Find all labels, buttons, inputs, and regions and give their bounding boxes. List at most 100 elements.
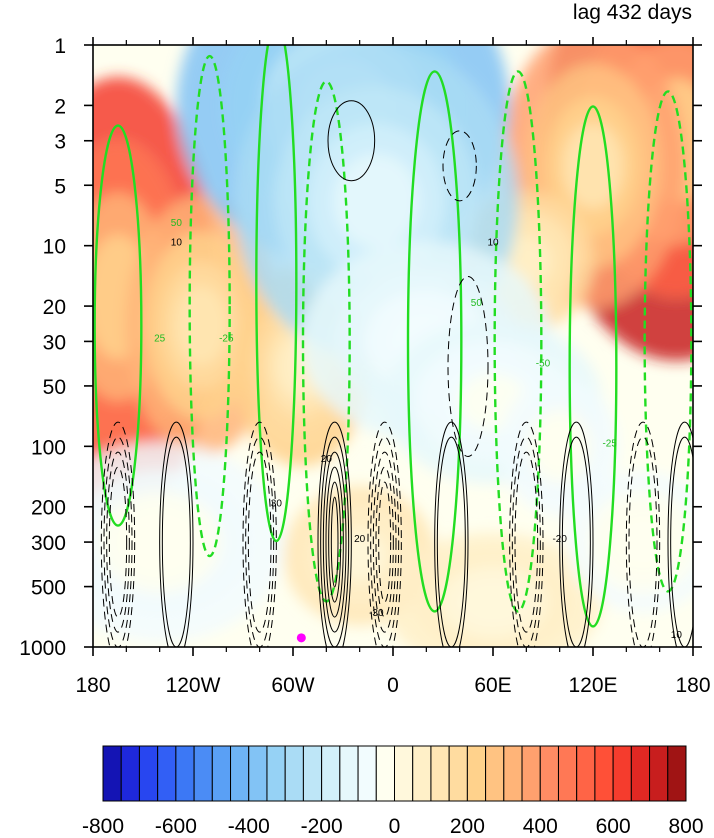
y-tick-label: 1 [54,35,66,58]
colorbar-box [211,745,232,802]
y-tick-label: 3 [54,131,66,154]
contour-label: -50 [536,358,551,369]
colorbar-box [594,745,614,802]
colorbar-box [412,745,432,802]
x-tick-label: 60E [474,674,511,697]
colorbar-box [175,745,195,802]
black-contour [375,466,394,618]
black-contour [436,436,466,647]
black-contour [328,481,342,603]
plot-area: 10 30 20 20 -30 10 -20 10 25 -25 50 50 -50 -25 [93,45,693,647]
green-contour [568,105,618,628]
y-tick-label: 1000 [19,637,66,660]
colorbar-box [120,745,140,802]
x-tick-label: 120E [568,674,617,697]
green-contour [493,70,543,613]
colorbar-box [357,745,377,802]
colorbar-box [485,745,505,802]
colorbar-label: -200 [301,815,343,838]
black-contour [514,451,539,633]
x-tick-label: 180 [75,674,110,697]
shade-blob [616,517,670,568]
black-contour [325,466,344,618]
colorbar-label: -400 [228,815,270,838]
y-tick-label: 2 [54,95,66,118]
x-tick-label: 180 [675,674,710,697]
black-contour [372,451,397,633]
black-contour [667,421,693,647]
x-tick-label: 0 [387,674,399,697]
y-tick-label: 100 [31,436,66,459]
colorbar-box [375,745,395,802]
y-tick-label: 300 [31,532,66,555]
black-contour [370,436,400,647]
contour-label: -25 [219,333,234,344]
colorbar-box [266,745,286,802]
x-axis: 180 120W 60W 0 60E 120E 180 [75,37,711,697]
y-tick-label: 5 [54,175,66,198]
green-contour [643,90,693,593]
colorbar-box [157,745,177,802]
colorbar-label: 600 [596,815,631,838]
black-contour [670,436,693,647]
black-contour [625,421,661,647]
black-contour [320,436,350,647]
shade-blob [562,122,624,209]
contour-label: 10 [671,630,683,641]
black-contour [159,421,194,647]
colorbar-box [466,745,487,802]
colorbar-box [248,745,268,802]
contour-label: -20 [552,534,567,545]
green-contours [93,45,693,628]
green-contour [255,45,298,543]
colorbar-box [521,745,541,802]
shade-blob [537,421,583,472]
black-contour [327,100,376,182]
contour-label: -30 [369,608,384,619]
colorbar [102,745,687,802]
location-marker [296,633,306,643]
y-tick-label: 10 [43,236,66,259]
black-contours [100,100,693,647]
contour-label: 20 [321,454,333,465]
black-contour [559,421,594,647]
black-contour [247,451,272,633]
y-tick-label: 20 [43,296,66,319]
colorbar-box [138,745,159,802]
black-contour [434,421,469,647]
colorbar-label: -600 [155,815,197,838]
black-contour [100,421,136,647]
green-contour [406,70,463,613]
x-tick-label: 60W [271,674,314,697]
colorbar-labels: -800 -600 -400 -200 0 200 400 600 800 [82,815,704,838]
contour-label: 50 [171,218,183,229]
chart-title: lag 432 days [573,1,692,24]
colorbar-box [630,745,651,802]
colorbar-box [193,745,213,802]
colorbar-box [667,745,687,802]
contour-label: -25 [602,438,617,449]
shaded-field [93,45,693,647]
black-contour [561,436,591,647]
colorbar-box [321,745,341,802]
y-tick-label: 30 [43,331,66,354]
black-contour [317,421,352,647]
y-tick-label: 200 [31,497,66,520]
colorbar-box [448,745,468,802]
y-tick-label: 50 [43,376,66,399]
contour-label: 50 [471,298,483,309]
contour-label: 10 [171,238,183,249]
black-contour [161,436,191,647]
black-contour [322,451,347,633]
black-contour [378,481,392,603]
colorbar-box [230,745,250,802]
black-contour [442,130,477,202]
y-tick-label: 500 [31,577,66,600]
black-contour [108,466,128,618]
black-contour [628,436,658,647]
colorbar-box [302,745,323,802]
y-axis: 1 2 3 5 10 20 30 50 100 200 300 500 1000 [19,35,702,660]
black-contour [330,496,339,588]
shade-blob [333,153,420,249]
